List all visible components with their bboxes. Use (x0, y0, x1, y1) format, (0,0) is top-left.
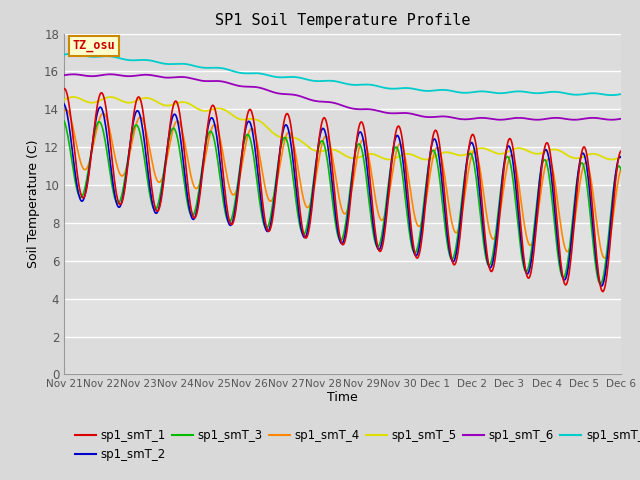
X-axis label: Time: Time (327, 391, 358, 404)
Bar (64, 299, 621, 336)
Bar (64, 336, 621, 374)
Bar (64, 261, 621, 299)
Bar (64, 185, 621, 223)
Bar (64, 223, 621, 261)
Bar (64, 109, 621, 147)
Y-axis label: Soil Temperature (C): Soil Temperature (C) (27, 140, 40, 268)
Bar (64, 147, 621, 185)
Legend: sp1_smT_1, sp1_smT_2, sp1_smT_3, sp1_smT_4, sp1_smT_5, sp1_smT_6, sp1_smT_7: sp1_smT_1, sp1_smT_2, sp1_smT_3, sp1_smT… (70, 425, 640, 466)
Text: TZ_osu: TZ_osu (72, 39, 115, 52)
Bar (64, 72, 621, 109)
Title: SP1 Soil Temperature Profile: SP1 Soil Temperature Profile (214, 13, 470, 28)
Bar (64, 34, 621, 72)
